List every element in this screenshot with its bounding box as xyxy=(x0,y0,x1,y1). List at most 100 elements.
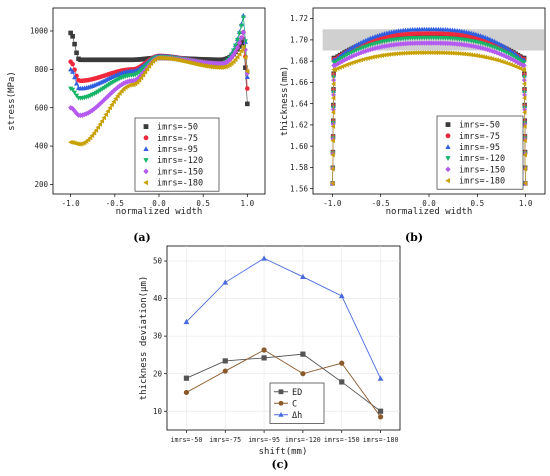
panel-a-xtick-label: 0.0 xyxy=(152,199,166,208)
panel-b-point xyxy=(400,50,406,56)
panel-a-point xyxy=(117,90,122,96)
panel-b-point xyxy=(412,50,417,56)
panel-b-point xyxy=(370,54,375,60)
panel-c-point xyxy=(222,279,229,285)
panel-a-point xyxy=(144,66,150,72)
panel-a-legend-marker xyxy=(143,146,149,152)
panel-a-ytick-label: 1000 xyxy=(30,27,49,36)
panel-b-ytick-label: 1.68 xyxy=(290,57,309,66)
panel-a-point xyxy=(132,77,138,83)
panel-b-point xyxy=(374,53,380,59)
panel-a-point xyxy=(197,62,203,68)
panel-b-ytick-label: 1.72 xyxy=(290,14,308,23)
panel-a-point xyxy=(72,108,78,114)
panel-b-point xyxy=(466,52,471,57)
panel-b-point xyxy=(360,38,366,44)
panel-c-ytick-label: 50 xyxy=(153,257,163,266)
panel-a-point xyxy=(74,80,80,86)
panel-a-point xyxy=(91,130,97,136)
panel-a-point xyxy=(207,64,212,70)
panel-b-ytick-label: 1.56 xyxy=(290,184,309,193)
panel-c-xtick-label: imrs=-120 xyxy=(285,436,321,444)
panel-a-point xyxy=(199,62,205,68)
panel-a-point xyxy=(89,107,95,114)
panel-a-point xyxy=(240,29,246,35)
panel-b-point xyxy=(521,62,527,69)
panel-b-point xyxy=(445,40,451,47)
panel-a-point xyxy=(238,48,244,54)
panel-a-point xyxy=(240,15,246,21)
panel-b-point xyxy=(480,54,485,60)
panel-b-point xyxy=(499,51,505,58)
panel-b-point xyxy=(501,43,507,49)
panel-b-legend-label: imrs=-120 xyxy=(459,154,505,164)
panel-c-label: (c) xyxy=(271,458,288,471)
panel-c-xlabel: shift(mm) xyxy=(259,447,308,457)
panel-b-point xyxy=(372,45,378,52)
panel-b-point xyxy=(410,50,415,56)
panel-b-point xyxy=(377,44,383,50)
panel-c-point xyxy=(183,318,190,325)
panel-a-xtick-label: 0.5 xyxy=(196,199,210,208)
panel-b-point xyxy=(489,56,495,62)
panel-b-ytick-label: 1.58 xyxy=(290,163,309,172)
panel-b-point xyxy=(492,56,497,62)
panel-b-point xyxy=(457,41,462,47)
panel-a-point xyxy=(245,101,250,107)
panel-b-point xyxy=(379,44,385,50)
panel-a-point xyxy=(234,37,241,43)
panel-b-point xyxy=(445,50,450,56)
panel-a-point xyxy=(236,31,243,36)
panel-c-legend-label: ED xyxy=(292,388,302,398)
panel-b-point xyxy=(379,53,384,58)
panel-b-point xyxy=(356,58,361,64)
panel-b-point xyxy=(473,44,479,50)
panel-c-xtick-label: imrs=-50 xyxy=(171,436,203,444)
panel-a-point xyxy=(244,68,250,74)
panel-b-point xyxy=(358,40,364,45)
panel-b-label: (b) xyxy=(405,231,423,244)
panel-b-legend-label: imrs=-95 xyxy=(459,143,500,153)
panel-a-point xyxy=(168,56,173,62)
panel-a-point xyxy=(245,86,250,91)
panel-b-point xyxy=(521,60,527,65)
panel-a-point xyxy=(233,48,239,55)
panel-b-point xyxy=(346,46,352,52)
panel-b-point xyxy=(386,52,392,57)
panel-a-point xyxy=(238,23,244,29)
panel-a-point xyxy=(72,41,77,47)
panel-a-point xyxy=(107,91,113,98)
panel-b-point xyxy=(499,42,505,48)
panel-a-point xyxy=(87,135,93,141)
panel-a-label: (a) xyxy=(133,231,151,244)
panel-b-point xyxy=(391,51,396,57)
panel-c-xtick-label: imrs=-180 xyxy=(363,436,399,444)
panel-a-ytick-label: 200 xyxy=(34,180,48,189)
panel-a-point xyxy=(142,69,148,75)
panel-b-point xyxy=(349,45,355,50)
panel-a-legend: imrs=-50imrs=-75imrs=-95imrs=-120imrs=-1… xyxy=(134,117,220,192)
panel-a-point xyxy=(115,93,120,99)
panel-b-point xyxy=(330,124,336,129)
panel-a-xtick-label: -0.5 xyxy=(106,199,124,208)
panel-a-point xyxy=(121,80,127,87)
panel-b-legend-marker xyxy=(445,122,451,127)
panel-c-frame xyxy=(166,245,401,431)
panel-b-legend-label: imrs=-50 xyxy=(459,121,500,131)
panel-b-legend-label: imrs=-75 xyxy=(459,132,500,142)
panel-a-point xyxy=(236,51,242,57)
panel-a-point xyxy=(70,87,76,93)
panel-a-point xyxy=(240,44,246,50)
panel-a-point xyxy=(205,63,211,69)
panel-b-point xyxy=(356,41,362,46)
panel-b-point xyxy=(452,41,458,47)
panel-a-point xyxy=(70,61,75,67)
panel-c-point xyxy=(339,379,345,385)
panel-a-legend-label: imrs=-95 xyxy=(157,145,198,155)
panel-b-point xyxy=(391,42,397,48)
panel-a-point xyxy=(221,60,227,67)
panel-b-point xyxy=(438,50,443,56)
panel-a-point xyxy=(113,86,119,92)
panel-b-point xyxy=(522,109,527,115)
panel-a-legend-marker xyxy=(143,168,149,175)
